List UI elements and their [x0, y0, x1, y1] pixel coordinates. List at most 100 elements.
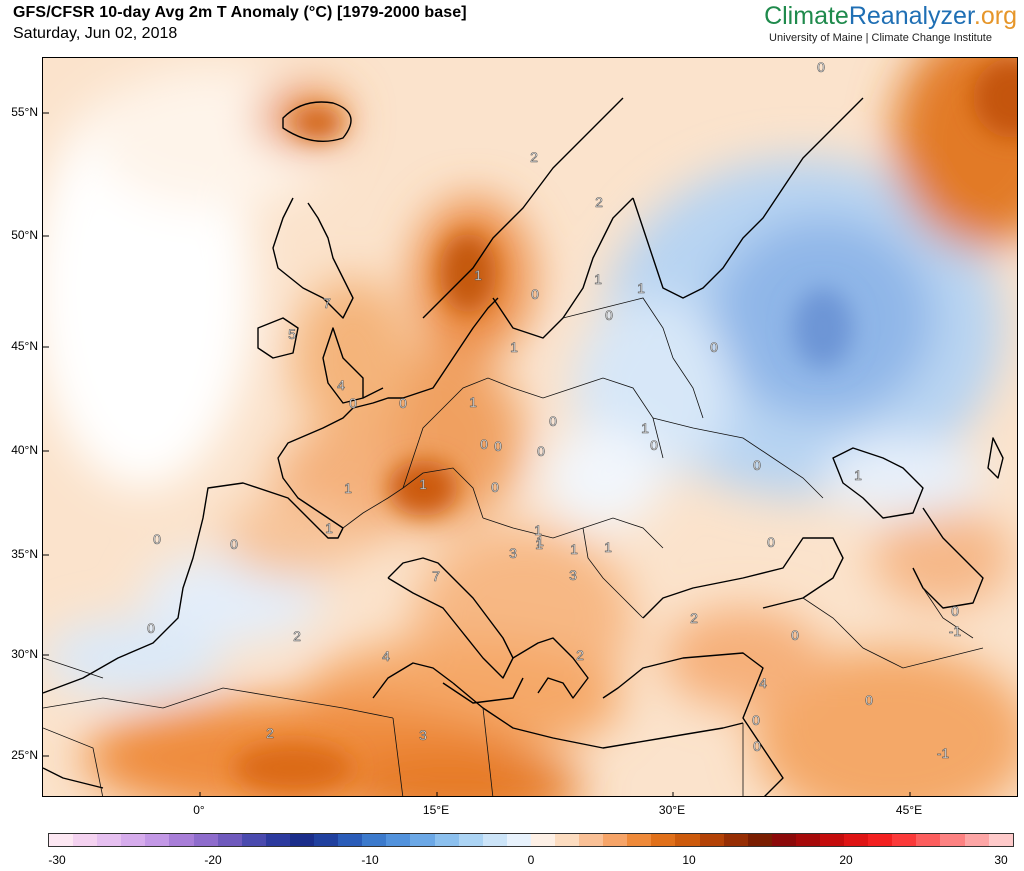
brand-part-org: .org [973, 2, 1017, 30]
anomaly-value-label: -1 [937, 745, 950, 761]
anomaly-value-label: 0 [951, 603, 959, 619]
colorbar-segment [530, 834, 555, 846]
anomaly-value-label: 1 [641, 420, 649, 436]
anomaly-value-label: 7 [323, 295, 331, 311]
colorbar-label-neg20: -20 [204, 853, 222, 867]
anomaly-value-label: 3 [419, 727, 427, 743]
anomaly-value-label: 0 [817, 59, 825, 75]
colorbar-segment [169, 834, 194, 846]
anomaly-value-label: -1 [949, 623, 962, 639]
anomaly-value-label: 0 [147, 620, 155, 636]
colorbar-segment [241, 834, 266, 846]
colorbar-segment [820, 834, 845, 846]
anomaly-value-label: 1 [469, 394, 477, 410]
colorbar-segment [892, 834, 917, 846]
colorbar-segment [314, 834, 339, 846]
anomaly-value-label: 0 [753, 738, 761, 754]
colorbar-label-20: 20 [839, 853, 853, 867]
anomaly-value-label: 1 [535, 536, 543, 552]
colorbar-label-neg10: -10 [361, 853, 379, 867]
anomaly-value-label: 1 [604, 539, 612, 555]
map-date: Saturday, Jun 02, 2018 [13, 25, 178, 42]
anomaly-value-label: 1 [534, 522, 542, 538]
colorbar-segment [506, 834, 531, 846]
colorbar-segment [97, 834, 122, 846]
anomaly-value-label: 0 [605, 307, 613, 323]
anomaly-value-label: 1 [570, 541, 578, 557]
colorbar-segment [554, 834, 580, 846]
anomaly-value-label: 2 [690, 610, 698, 626]
anomaly-value-label: 1 [419, 476, 427, 492]
anomaly-value-label: 0 [710, 339, 718, 355]
colorbar-segment [217, 834, 242, 846]
anomaly-value-label: 7 [432, 568, 440, 584]
anomaly-value-label: 0 [531, 286, 539, 302]
anomaly-value-label: 0 [399, 395, 407, 411]
lat-label-35n: 35°N [11, 547, 38, 561]
colorbar-segment [940, 834, 965, 846]
anomaly-value-label: 2 [576, 647, 584, 663]
colorbar-segment [362, 834, 387, 846]
anomaly-value-label: 1 [637, 280, 645, 296]
anomaly-value-label: 0 [549, 413, 557, 429]
anomaly-value-label: 0 [491, 479, 499, 495]
anomaly-value-label: 0 [349, 395, 357, 411]
colorbar-label-10: 10 [682, 853, 696, 867]
colorbar-segment [73, 834, 98, 846]
colorbar-segment [916, 834, 941, 846]
colorbar-segment [289, 834, 315, 846]
anomaly-value-label: 0 [537, 443, 545, 459]
colorbar-label-neg30: -30 [48, 853, 66, 867]
anomaly-value-label: 1 [594, 271, 602, 287]
anomaly-value-label: 2 [293, 628, 301, 644]
anomaly-value-label: 0 [753, 457, 761, 473]
anomaly-value-label: 1 [854, 467, 862, 483]
lon-label-45e: 45°E [895, 803, 923, 817]
anomaly-value-label: 0 [153, 531, 161, 547]
colorbar-segment [699, 834, 724, 846]
colorbar-segment [964, 834, 989, 846]
colorbar-segment [49, 834, 74, 846]
colorbar-segment [386, 834, 411, 846]
lat-label-55n: 55°N [11, 105, 38, 119]
colorbar-segment [795, 834, 820, 846]
lat-label-25n: 25°N [11, 748, 38, 762]
brand-logo[interactable]: ClimateReanalyzer.org [764, 2, 1017, 30]
colorbar-segment [145, 834, 170, 846]
anomaly-value-label: 3 [569, 567, 577, 583]
colorbar-segment [651, 834, 676, 846]
brand-part-reanalyzer: Reanalyzer [848, 2, 974, 30]
anomaly-value-label: 0 [494, 438, 502, 454]
colorbar-segment [482, 834, 507, 846]
colorbar-segment [338, 834, 363, 846]
anomaly-value-label: 1 [325, 520, 333, 536]
colorbar-segment [434, 834, 459, 846]
colorbar-segment [410, 834, 435, 846]
colorbar [48, 833, 1014, 847]
colorbar-segment [868, 834, 893, 846]
lon-label-0: 0° [193, 803, 205, 817]
colorbar-segment [627, 834, 652, 846]
coastlines [43, 97, 1004, 796]
lon-label-15e: 15°E [422, 803, 450, 817]
country-borders [43, 297, 984, 796]
anomaly-value-label: 2 [266, 725, 274, 741]
colorbar-label-0: 0 [527, 853, 535, 867]
anomaly-value-label: 0 [752, 712, 760, 728]
colorbar-segment [603, 834, 628, 846]
anomaly-value-label: 4 [337, 377, 345, 393]
anomaly-value-label: 1 [474, 267, 482, 283]
map-title: GFS/CFSR 10-day Avg 2m T Anomaly (°C) [1… [13, 4, 467, 21]
brand-part-climate: Climate [764, 2, 849, 30]
lat-label-50n: 50°N [11, 228, 38, 242]
colorbar-segment [988, 834, 1013, 846]
graticule-ticks [43, 112, 911, 796]
colorbar-segment [579, 834, 604, 846]
anomaly-value-label: 4 [759, 675, 767, 691]
anomaly-value-label: 0 [791, 627, 799, 643]
colorbar-segment [458, 834, 483, 846]
anomaly-value-label: 4 [382, 648, 390, 664]
anomaly-value-label: 0 [767, 534, 775, 550]
